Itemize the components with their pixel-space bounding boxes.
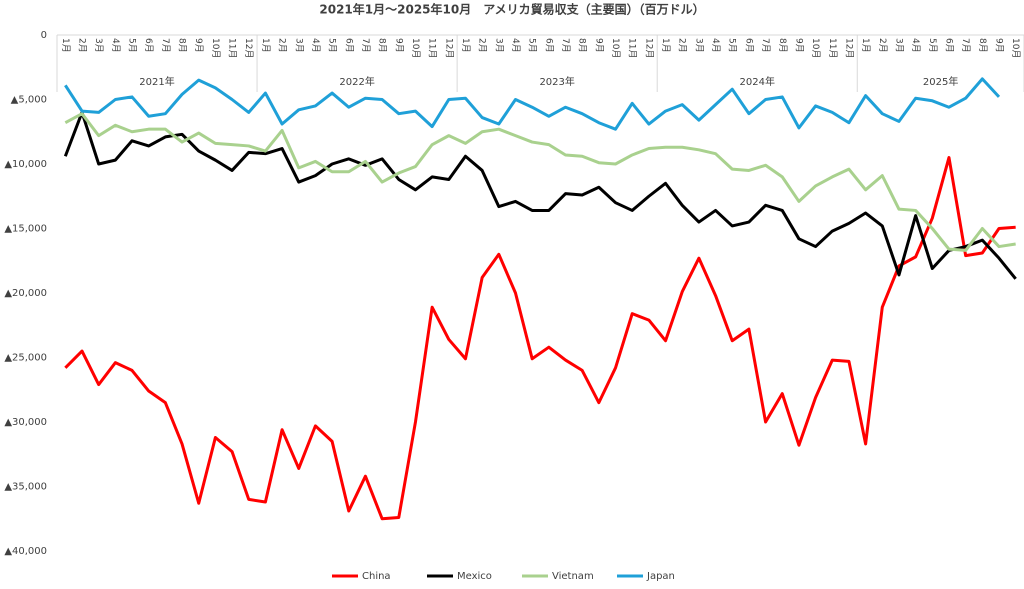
x-tick-label: 6月 [943,38,954,53]
x-tick-label: 8月 [177,38,188,53]
x-tick-label: 12月 [643,38,654,58]
x-tick-label: 4月 [910,38,921,53]
x-tick-label: 9月 [393,38,404,53]
x-tick-label: 11月 [427,38,438,58]
x-tick-label: 9月 [993,38,1004,53]
x-tick-label: 9月 [793,38,804,53]
y-tick-label: 0 [41,30,47,41]
x-group-label: 2022年 [339,75,374,88]
x-tick-label: 2月 [877,38,888,53]
series-line [64,77,1001,131]
x-tick-label: 7月 [960,38,971,53]
x-tick-label: 12月 [243,38,254,58]
x-tick-label: 2月 [277,38,288,53]
x-tick-label: 7月 [160,38,171,53]
x-group-label: 2024年 [740,75,775,88]
x-tick-label: 10月 [210,38,221,58]
x-tick-label: 6月 [743,38,754,53]
x-tick-label: 1月 [60,38,71,53]
x-tick-label: 6月 [343,38,354,53]
x-tick-label: 2月 [477,38,488,53]
x-tick-label: 7月 [760,38,771,53]
x-tick-label: 5月 [927,38,938,53]
x-tick-label: 7月 [360,38,371,53]
x-tick-label: 8月 [577,38,588,53]
x-tick-label: 12月 [843,38,854,58]
x-tick-label: 4月 [710,38,721,53]
x-tick-label: 8月 [977,38,988,53]
x-tick-label: 1月 [860,38,871,53]
x-tick-label: 1月 [460,38,471,53]
series-line [64,156,1016,521]
x-tick-label: 3月 [493,38,504,53]
legend-label: Vietnam [552,571,594,582]
x-tick-label: 4月 [510,38,521,53]
x-group-label: 2023年 [539,75,574,88]
x-tick-label: 6月 [143,38,154,53]
x-tick-label: 2月 [77,38,88,53]
series-line [64,112,1016,252]
x-group-label: 2025年 [923,75,958,88]
x-tick-label: 1月 [660,38,671,53]
x-tick-label: 6月 [543,38,554,53]
x-tick-label: 10月 [1010,38,1021,58]
x-tick-label: 1月 [260,38,271,53]
x-tick-label: 11月 [627,38,638,58]
x-tick-label: 3月 [93,38,104,53]
legend-label: China [362,571,391,582]
legend-label: Mexico [457,571,492,582]
x-tick-label: 4月 [310,38,321,53]
x-tick-label: 9月 [593,38,604,53]
chart-title: 2021年1月～2025年10月 アメリカ貿易収支（主要国）（百万ドル） [319,2,704,17]
y-tick-label: ▲20,000 [4,288,47,299]
x-tick-label: 11月 [227,38,238,58]
x-tick-label: 7月 [560,38,571,53]
x-group-label: 2021年 [139,75,174,88]
x-tick-label: 5月 [727,38,738,53]
x-tick-label: 4月 [110,38,121,53]
x-tick-label: 3月 [893,38,904,53]
legend-label: Japan [646,571,675,582]
x-tick-label: 3月 [293,38,304,53]
x-tick-label: 3月 [693,38,704,53]
x-tick-label: 5月 [127,38,138,53]
y-tick-label: ▲5,000 [11,95,47,106]
y-tick-label: ▲25,000 [4,353,47,364]
series-line [63,110,1017,280]
y-tick-label: ▲40,000 [4,546,47,557]
x-tick-label: 5月 [527,38,538,53]
x-tick-label: 2月 [677,38,688,53]
x-tick-label: 10月 [810,38,821,58]
x-tick-label: 10月 [610,38,621,58]
x-tick-label: 12月 [443,38,454,58]
x-tick-label: 5月 [327,38,338,53]
x-tick-label: 11月 [827,38,838,58]
y-tick-label: ▲30,000 [4,417,47,428]
x-tick-label: 9月 [193,38,204,53]
y-tick-label: ▲15,000 [4,224,47,235]
y-tick-label: ▲35,000 [4,482,47,493]
x-tick-label: 8月 [777,38,788,53]
x-tick-label: 8月 [377,38,388,53]
y-tick-label: ▲10,000 [4,159,47,170]
x-tick-label: 10月 [410,38,421,58]
